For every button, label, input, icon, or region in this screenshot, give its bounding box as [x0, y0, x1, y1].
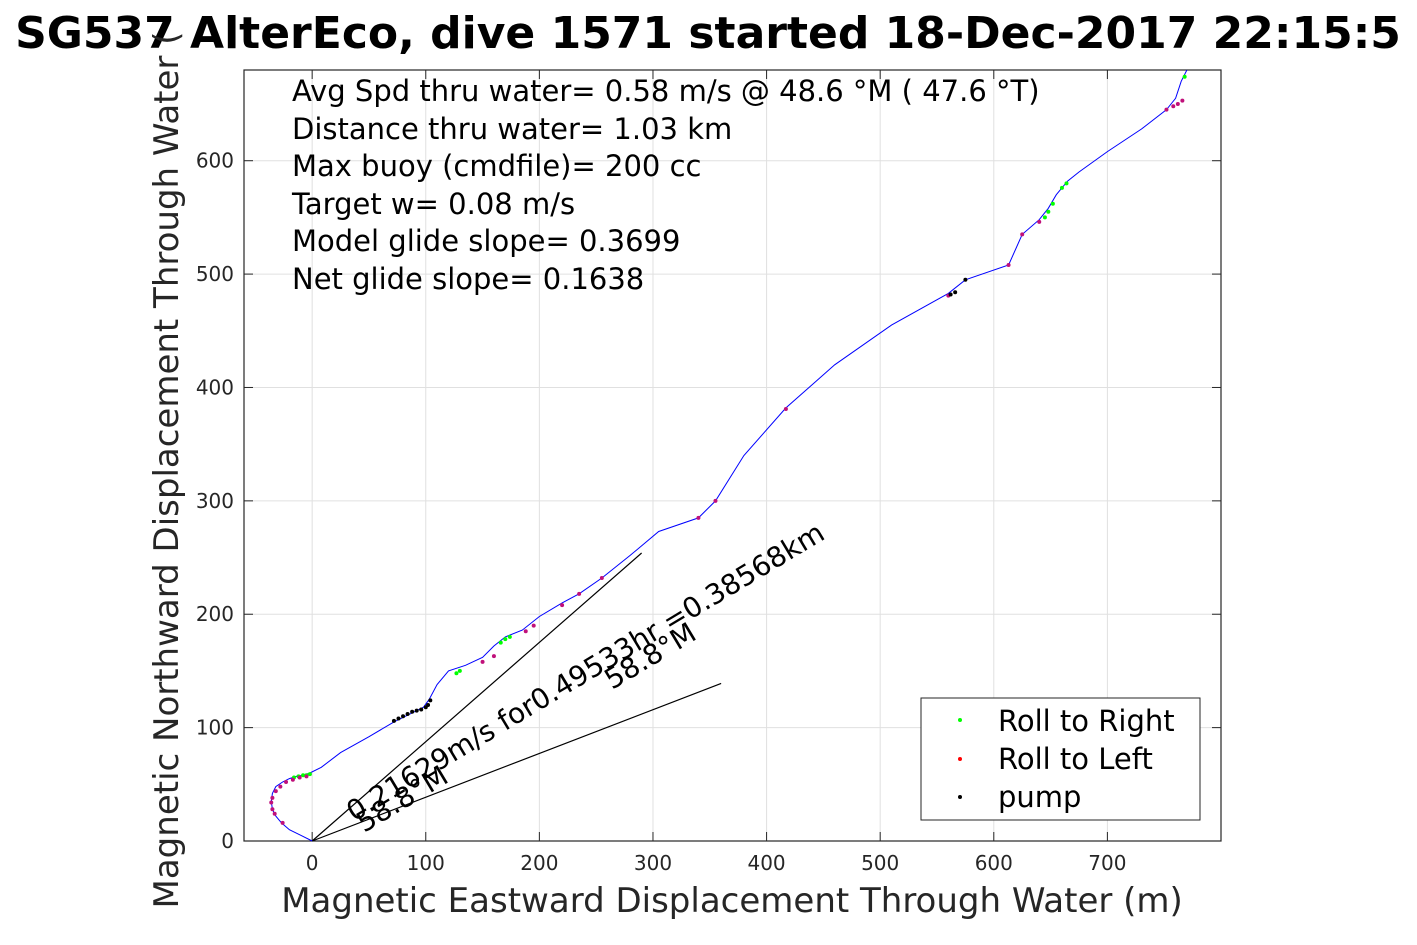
roll-right-point [307, 772, 312, 777]
pump-point [391, 718, 396, 723]
y-tick-label: 500 [196, 262, 234, 286]
roll-right-point [1046, 209, 1051, 214]
grid-lines [244, 70, 1221, 842]
roll-right-point [457, 668, 462, 673]
roll-left-point [297, 775, 302, 780]
roll-left-point [1175, 102, 1180, 107]
pump-point [414, 708, 419, 713]
pump-point [426, 702, 431, 707]
reference-lines [311, 552, 722, 842]
y-axis-label: Magnetic Northward Displacement Through … [147, 32, 187, 909]
pump-point [948, 292, 953, 297]
pump-point [396, 716, 401, 721]
heading-reference-line [311, 552, 643, 842]
marker-series [269, 74, 1187, 825]
x-tick-label: 600 [975, 851, 1013, 875]
x-tick-label: 500 [861, 851, 899, 875]
roll-left-point [273, 789, 278, 794]
pump-point [405, 712, 410, 717]
roll-left-point [1037, 219, 1042, 224]
roll-right-point [1042, 215, 1047, 220]
roll-left-point [523, 629, 528, 634]
y-tick-label: 200 [196, 602, 234, 626]
roll-right-point [1064, 181, 1069, 186]
roll-left-point [270, 795, 275, 800]
y-tick-label: 600 [196, 149, 234, 173]
x-tick-label: 0 [306, 851, 319, 875]
roll-left-point [696, 515, 701, 520]
x-tick-label: 100 [407, 851, 445, 875]
y-tick-label: 300 [196, 489, 234, 513]
legend-box [920, 697, 1201, 821]
track-line [270, 69, 1188, 842]
y-tick-label: 100 [196, 716, 234, 740]
annotation-target-w: Target w= 0.08 m/s [291, 187, 575, 221]
x-tick-label: 700 [1088, 851, 1126, 875]
roll-left-point [269, 800, 274, 805]
roll-right-point [454, 671, 459, 676]
pump-point [963, 277, 968, 282]
legend-marker-roll-right [958, 718, 962, 722]
roll-left-point [280, 820, 285, 825]
x-axis-label: Magnetic Eastward Displacement Through W… [281, 881, 1183, 921]
annotation-model-glide: Model glide slope= 0.3699 [292, 224, 680, 258]
y-tick-label: 0 [221, 829, 234, 853]
roll-left-point [599, 575, 604, 580]
pump-point [410, 709, 415, 714]
roll-left-point [304, 774, 309, 779]
pump-point [401, 714, 406, 719]
x-tick-label: 400 [747, 851, 785, 875]
pump-point [419, 707, 424, 712]
legend-label-roll-right: Roll to Right [998, 704, 1175, 738]
roll-right-point [1050, 201, 1055, 206]
chart-title: SG537 AlterEco, dive 1571 started 18-Dec… [15, 8, 1401, 59]
roll-left-point [480, 659, 485, 664]
pump-point [953, 290, 958, 295]
roll-right-point [507, 634, 512, 639]
plot-frame [243, 69, 1222, 842]
roll-left-point [1006, 263, 1011, 268]
roll-left-point [783, 407, 788, 412]
roll-left-point [270, 807, 275, 812]
annotation-distance: Distance thru water= 1.03 km [292, 112, 732, 146]
axis-ticks: 0 100 200 300 400 500 600 700 0 100 200 300 400 500 60… [196, 70, 1221, 875]
roll-right-point [1182, 74, 1187, 79]
legend: Roll to Right Roll to Left pump [920, 697, 1201, 821]
annotations: Avg Spd thru water= 0.58 m/s @ 48.6 °M (… [291, 74, 1040, 296]
annotation-avg-speed: Avg Spd thru water= 0.58 m/s @ 48.6 °M (… [292, 74, 1040, 108]
roll-right-point [301, 773, 306, 778]
roll-left-point [713, 498, 718, 503]
roll-left-point [284, 780, 289, 785]
roll-left-point [1164, 107, 1169, 112]
roll-left-point [1171, 104, 1176, 109]
roll-left-point [577, 591, 582, 596]
heading-reference-line [311, 682, 722, 842]
legend-label-pump: pump [998, 780, 1081, 814]
roll-left-point [1180, 98, 1185, 103]
legend-marker-roll-left [958, 757, 962, 761]
roll-left-point [531, 623, 536, 628]
annotation-max-buoy: Max buoy (cmdfile)= 200 cc [292, 149, 701, 183]
y-tick-label: 400 [196, 375, 234, 399]
track-series [270, 69, 1188, 842]
roll-left-point [491, 654, 496, 659]
annotation-net-glide: Net glide slope= 0.1638 [292, 262, 644, 296]
roll-left-point [560, 603, 565, 608]
roll-right-point [503, 637, 508, 642]
roll-left-point [290, 777, 295, 782]
x-tick-label: 300 [634, 851, 672, 875]
roll-right-point [1059, 185, 1064, 190]
pump-point [428, 698, 433, 703]
roll-left-point [278, 784, 283, 789]
legend-label-roll-left: Roll to Left [998, 742, 1153, 776]
x-tick-label: 200 [520, 851, 558, 875]
roll-left-point [1020, 232, 1025, 237]
legend-marker-pump [958, 795, 962, 799]
roll-left-point [272, 811, 277, 816]
roll-right-point [498, 640, 503, 645]
